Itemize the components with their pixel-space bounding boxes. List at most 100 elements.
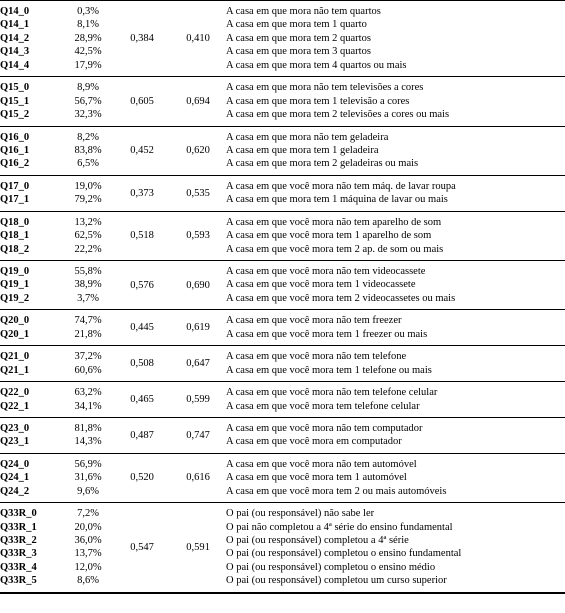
row-description: A casa em que você mora tem 1 freezer ou… (226, 328, 565, 341)
table-row: Q23_0Q23_181,8%14,3%0,4870,747A casa em … (0, 417, 565, 453)
row-description: A casa em que mora tem 1 geladeira (226, 144, 565, 157)
row-percent: 37,2% (62, 350, 114, 363)
row-code: Q19_1 (0, 278, 62, 291)
row-code: Q24_1 (0, 471, 62, 484)
row-code: Q15_2 (0, 108, 62, 121)
group-value-b: 0,747 (186, 430, 210, 441)
row-percent: 12,0% (62, 561, 114, 574)
row-code: Q23_0 (0, 422, 62, 435)
row-percent: 0,3% (62, 5, 114, 18)
table-row: Q22_0Q22_163,2%34,1%0,4650,599A casa em … (0, 382, 565, 418)
row-code: Q33R_3 (0, 547, 62, 560)
row-code: Q19_2 (0, 292, 62, 305)
row-code: Q23_1 (0, 435, 62, 448)
table-row: Q19_0Q19_1Q19_255,8%38,9%3,7%0,5760,690A… (0, 261, 565, 310)
row-description: A casa em que você mora tem 1 telefone o… (226, 364, 565, 377)
row-code: Q33R_0 (0, 507, 62, 520)
row-percent: 32,3% (62, 108, 114, 121)
group-value-a: 0,452 (130, 145, 154, 156)
row-percent: 56,9% (62, 458, 114, 471)
group-value-b: 0,410 (186, 33, 210, 44)
group-value-a: 0,576 (130, 280, 154, 291)
group-value-b: 0,647 (186, 358, 210, 369)
row-code: Q14_1 (0, 18, 62, 31)
row-code: Q15_1 (0, 95, 62, 108)
row-description: A casa em que você mora tem telefone cel… (226, 400, 565, 413)
row-percent: 20,0% (62, 521, 114, 534)
row-description: A casa em que você mora não tem automóve… (226, 458, 565, 471)
row-code: Q19_0 (0, 265, 62, 278)
group-value-b: 0,619 (186, 322, 210, 333)
row-code: Q17_0 (0, 180, 62, 193)
row-description: A casa em que você mora não tem computad… (226, 422, 565, 435)
table-row: Q24_0Q24_1Q24_256,9%31,6%9,6%0,5200,616A… (0, 453, 565, 502)
group-value-b: 0,620 (186, 145, 210, 156)
row-percent: 63,2% (62, 386, 114, 399)
row-percent: 79,2% (62, 193, 114, 206)
table-row: Q18_0Q18_1Q18_213,2%62,5%22,2%0,5180,593… (0, 211, 565, 260)
row-percent: 17,9% (62, 59, 114, 72)
row-code: Q17_1 (0, 193, 62, 206)
row-percent: 34,1% (62, 400, 114, 413)
row-percent: 28,9% (62, 32, 114, 45)
row-percent: 3,7% (62, 292, 114, 305)
row-code: Q14_2 (0, 32, 62, 45)
row-percent: 31,6% (62, 471, 114, 484)
row-code: Q21_1 (0, 364, 62, 377)
group-value-a: 0,508 (130, 358, 154, 369)
row-description: O pai (ou responsável) completou o ensin… (226, 561, 565, 574)
row-description: A casa em que mora tem 2 televisões a co… (226, 108, 565, 121)
group-value-b: 0,599 (186, 394, 210, 405)
row-description: A casa em que mora tem 2 geladeiras ou m… (226, 157, 565, 170)
row-description: A casa em que você mora não tem freezer (226, 314, 565, 327)
row-code: Q18_1 (0, 229, 62, 242)
table-row: Q15_0Q15_1Q15_28,9%56,7%32,3%0,6050,694A… (0, 77, 565, 126)
table-row: Q16_0Q16_1Q16_28,2%83,8%6,5%0,4520,620A … (0, 126, 565, 175)
group-value-a: 0,445 (130, 322, 154, 333)
row-percent: 38,9% (62, 278, 114, 291)
row-code: Q24_0 (0, 458, 62, 471)
row-percent: 22,2% (62, 243, 114, 256)
group-value-a: 0,520 (130, 472, 154, 483)
data-table: Q14_0Q14_1Q14_2Q14_3Q14_40,3%8,1%28,9%42… (0, 0, 565, 594)
row-code: Q33R_1 (0, 521, 62, 534)
group-value-b: 0,690 (186, 280, 210, 291)
row-description: A casa em que mora tem 1 quarto (226, 18, 565, 31)
row-code: Q16_0 (0, 131, 62, 144)
row-code: Q21_0 (0, 350, 62, 363)
row-percent: 9,6% (62, 485, 114, 498)
row-description: A casa em que você mora tem 1 videocasse… (226, 278, 565, 291)
row-description: A casa em que mora tem 4 quartos ou mais (226, 59, 565, 72)
row-description: A casa em que você mora não tem máq. de … (226, 180, 565, 193)
row-description: A casa em que você mora tem 1 automóvel (226, 471, 565, 484)
row-description: A casa em que mora tem 3 quartos (226, 45, 565, 58)
row-percent: 19,0% (62, 180, 114, 193)
row-code: Q33R_4 (0, 561, 62, 574)
row-code: Q15_0 (0, 81, 62, 94)
table-row: Q17_0Q17_119,0%79,2%0,3730,535A casa em … (0, 175, 565, 211)
table-row: Q33R_0Q33R_1Q33R_2Q33R_3Q33R_4Q33R_57,2%… (0, 503, 565, 593)
row-description: A casa em que mora tem 1 máquina de lava… (226, 193, 565, 206)
row-description: A casa em que você mora tem 2 ap. de som… (226, 243, 565, 256)
row-description: A casa em que mora não tem quartos (226, 5, 565, 18)
group-value-a: 0,605 (130, 96, 154, 107)
row-percent: 56,7% (62, 95, 114, 108)
row-percent: 42,5% (62, 45, 114, 58)
row-percent: 62,5% (62, 229, 114, 242)
row-percent: 6,5% (62, 157, 114, 170)
group-value-a: 0,384 (130, 33, 154, 44)
row-code: Q20_1 (0, 328, 62, 341)
row-percent: 8,6% (62, 574, 114, 587)
row-description: A casa em que mora não tem geladeira (226, 131, 565, 144)
row-code: Q16_2 (0, 157, 62, 170)
row-percent: 13,7% (62, 547, 114, 560)
row-description: A casa em que você mora tem 2 videocasse… (226, 292, 565, 305)
row-percent: 13,2% (62, 216, 114, 229)
group-value-b: 0,535 (186, 188, 210, 199)
row-description: A casa em que mora tem 1 televisão a cor… (226, 95, 565, 108)
row-percent: 74,7% (62, 314, 114, 327)
row-description: A casa em que você mora tem 2 ou mais au… (226, 485, 565, 498)
row-percent: 14,3% (62, 435, 114, 448)
row-code: Q18_2 (0, 243, 62, 256)
row-code: Q14_3 (0, 45, 62, 58)
